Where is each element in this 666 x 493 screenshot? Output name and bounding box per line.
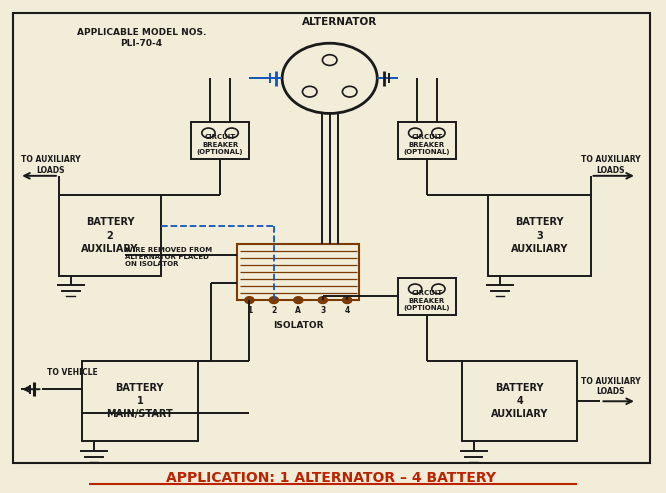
Text: 2: 2 [271, 306, 276, 316]
Text: CIRCUIT
BREAKER
(OPTIONAL): CIRCUIT BREAKER (OPTIONAL) [404, 135, 450, 155]
Text: PLI-70-4: PLI-70-4 [121, 39, 163, 48]
Text: BATTERY
3
AUXILIARY: BATTERY 3 AUXILIARY [511, 217, 568, 254]
Circle shape [294, 297, 303, 304]
Text: BATTERY
2
AUXILIARY: BATTERY 2 AUXILIARY [81, 217, 139, 254]
Text: TO AUXILIARY
LOADS: TO AUXILIARY LOADS [581, 155, 640, 175]
Text: 3: 3 [320, 306, 326, 316]
Text: 1: 1 [247, 306, 252, 316]
Text: ISOLATOR: ISOLATOR [273, 321, 324, 330]
Bar [59, 195, 161, 276]
Bar [398, 278, 456, 315]
Text: APPLICATION: 1 ALTERNATOR – 4 BATTERY: APPLICATION: 1 ALTERNATOR – 4 BATTERY [166, 470, 496, 485]
Bar [398, 122, 456, 159]
Circle shape [342, 297, 352, 304]
Text: ALTERNATOR: ALTERNATOR [302, 17, 377, 27]
Text: A: A [296, 306, 301, 316]
Bar [237, 244, 360, 300]
Circle shape [245, 297, 254, 304]
Bar [488, 195, 591, 276]
Text: CIRCUIT
BREAKER
(OPTIONAL): CIRCUIT BREAKER (OPTIONAL) [197, 135, 243, 155]
Text: TO AUXILIARY
LOADS: TO AUXILIARY LOADS [21, 155, 80, 175]
Text: 4: 4 [344, 306, 350, 316]
Text: TO VEHICLE: TO VEHICLE [47, 368, 97, 377]
Text: APPLICABLE MODEL NOS.: APPLICABLE MODEL NOS. [77, 28, 206, 36]
Text: BATTERY
4
AUXILIARY: BATTERY 4 AUXILIARY [491, 383, 548, 420]
Text: WIRE REMOVED FROM
ALTERNATOR PLACED
ON ISOLATOR: WIRE REMOVED FROM ALTERNATOR PLACED ON I… [125, 246, 212, 268]
Bar [462, 361, 577, 441]
Circle shape [269, 297, 278, 304]
Circle shape [318, 297, 328, 304]
Bar [82, 361, 198, 441]
Text: BATTERY
1
MAIN/START: BATTERY 1 MAIN/START [107, 383, 173, 420]
Bar [191, 122, 249, 159]
Text: CIRCUIT
BREAKER
(OPTIONAL): CIRCUIT BREAKER (OPTIONAL) [404, 290, 450, 312]
Text: TO AUXILIARY
LOADS: TO AUXILIARY LOADS [581, 377, 640, 396]
